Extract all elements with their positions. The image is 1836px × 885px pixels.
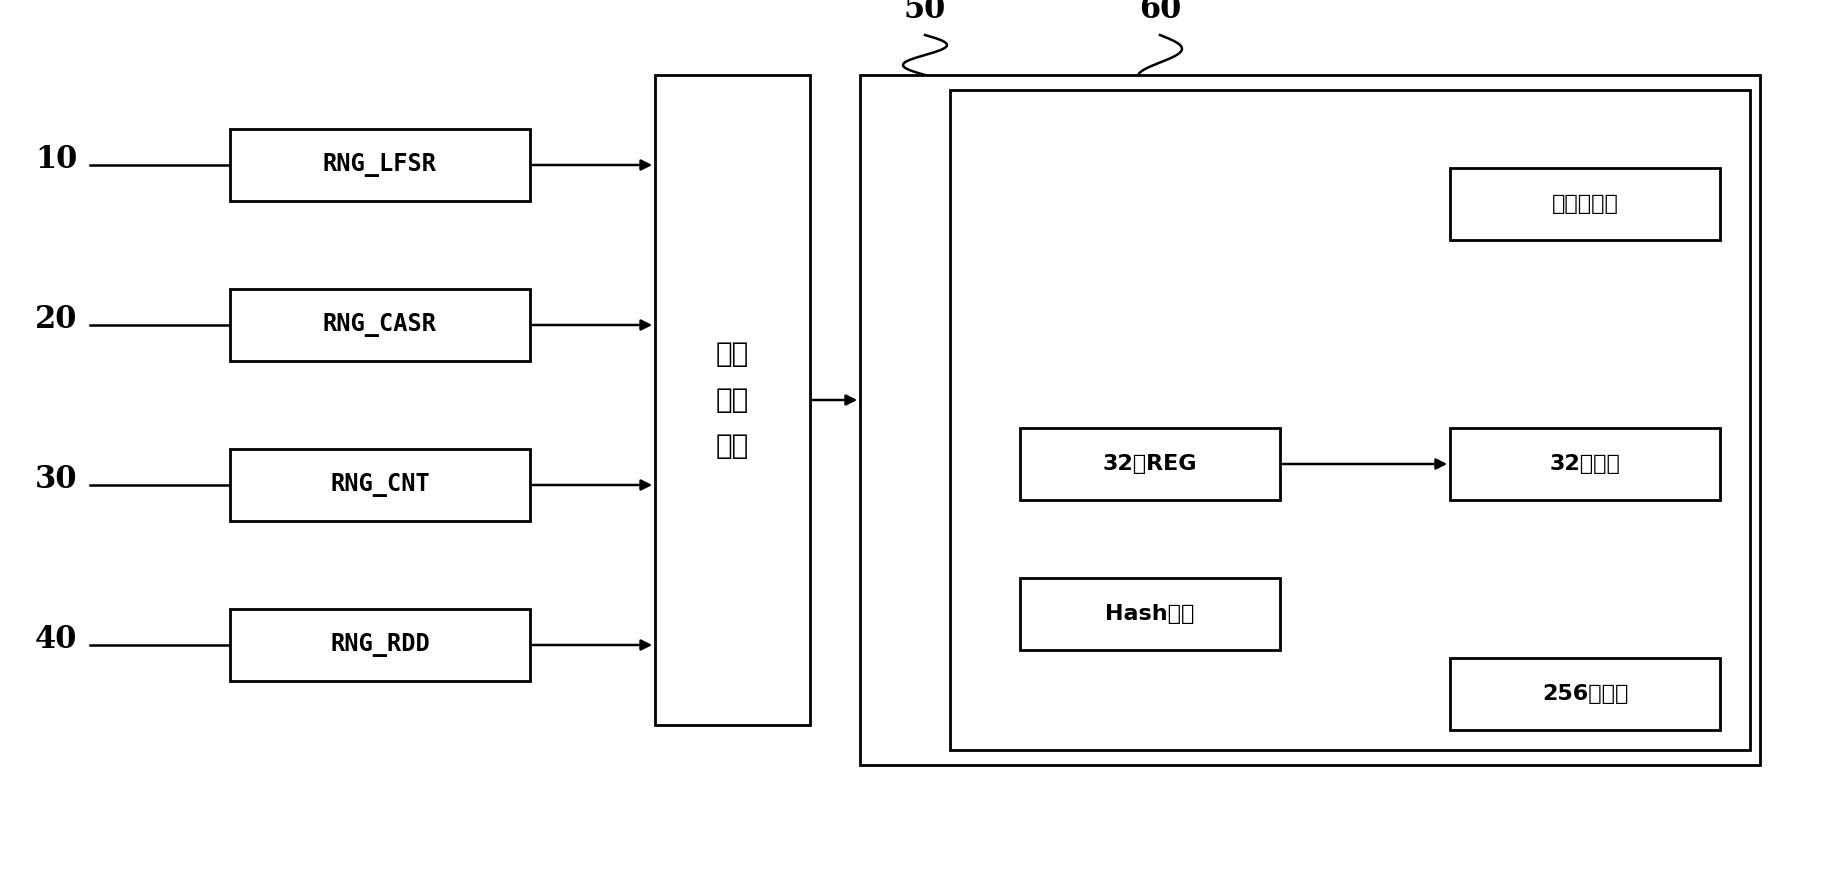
Bar	[949, 90, 1750, 750]
Text: 60: 60	[1138, 0, 1181, 26]
Text: RNG_CASR: RNG_CASR	[323, 313, 437, 337]
Text: 单比特输出: 单比特输出	[1551, 194, 1619, 214]
Bar	[859, 75, 1761, 765]
Bar	[1021, 578, 1280, 650]
Bar	[230, 289, 531, 361]
Bar	[1450, 168, 1720, 240]
Text: 40: 40	[35, 625, 77, 656]
Text: 256位输出: 256位输出	[1542, 684, 1629, 704]
Text: 32位REG: 32位REG	[1103, 454, 1197, 474]
Bar	[1450, 428, 1720, 500]
Text: 20: 20	[35, 304, 77, 335]
Text: 50: 50	[903, 0, 946, 26]
Text: RNG_LFSR: RNG_LFSR	[323, 153, 437, 177]
Bar	[230, 129, 531, 201]
Text: 32位输出: 32位输出	[1550, 454, 1621, 474]
Text: RNG_CNT: RNG_CNT	[330, 473, 430, 497]
Bar	[230, 449, 531, 521]
Bar	[1021, 428, 1280, 500]
Bar	[230, 609, 531, 681]
Bar	[655, 75, 810, 725]
Bar	[1450, 658, 1720, 730]
Text: 10: 10	[35, 144, 77, 175]
Text: Hash扩散: Hash扩散	[1105, 604, 1195, 624]
Text: 逻辑
异或
电路: 逻辑 异或 电路	[716, 341, 749, 459]
Text: RNG_RDD: RNG_RDD	[330, 633, 430, 657]
Text: 30: 30	[35, 465, 77, 496]
